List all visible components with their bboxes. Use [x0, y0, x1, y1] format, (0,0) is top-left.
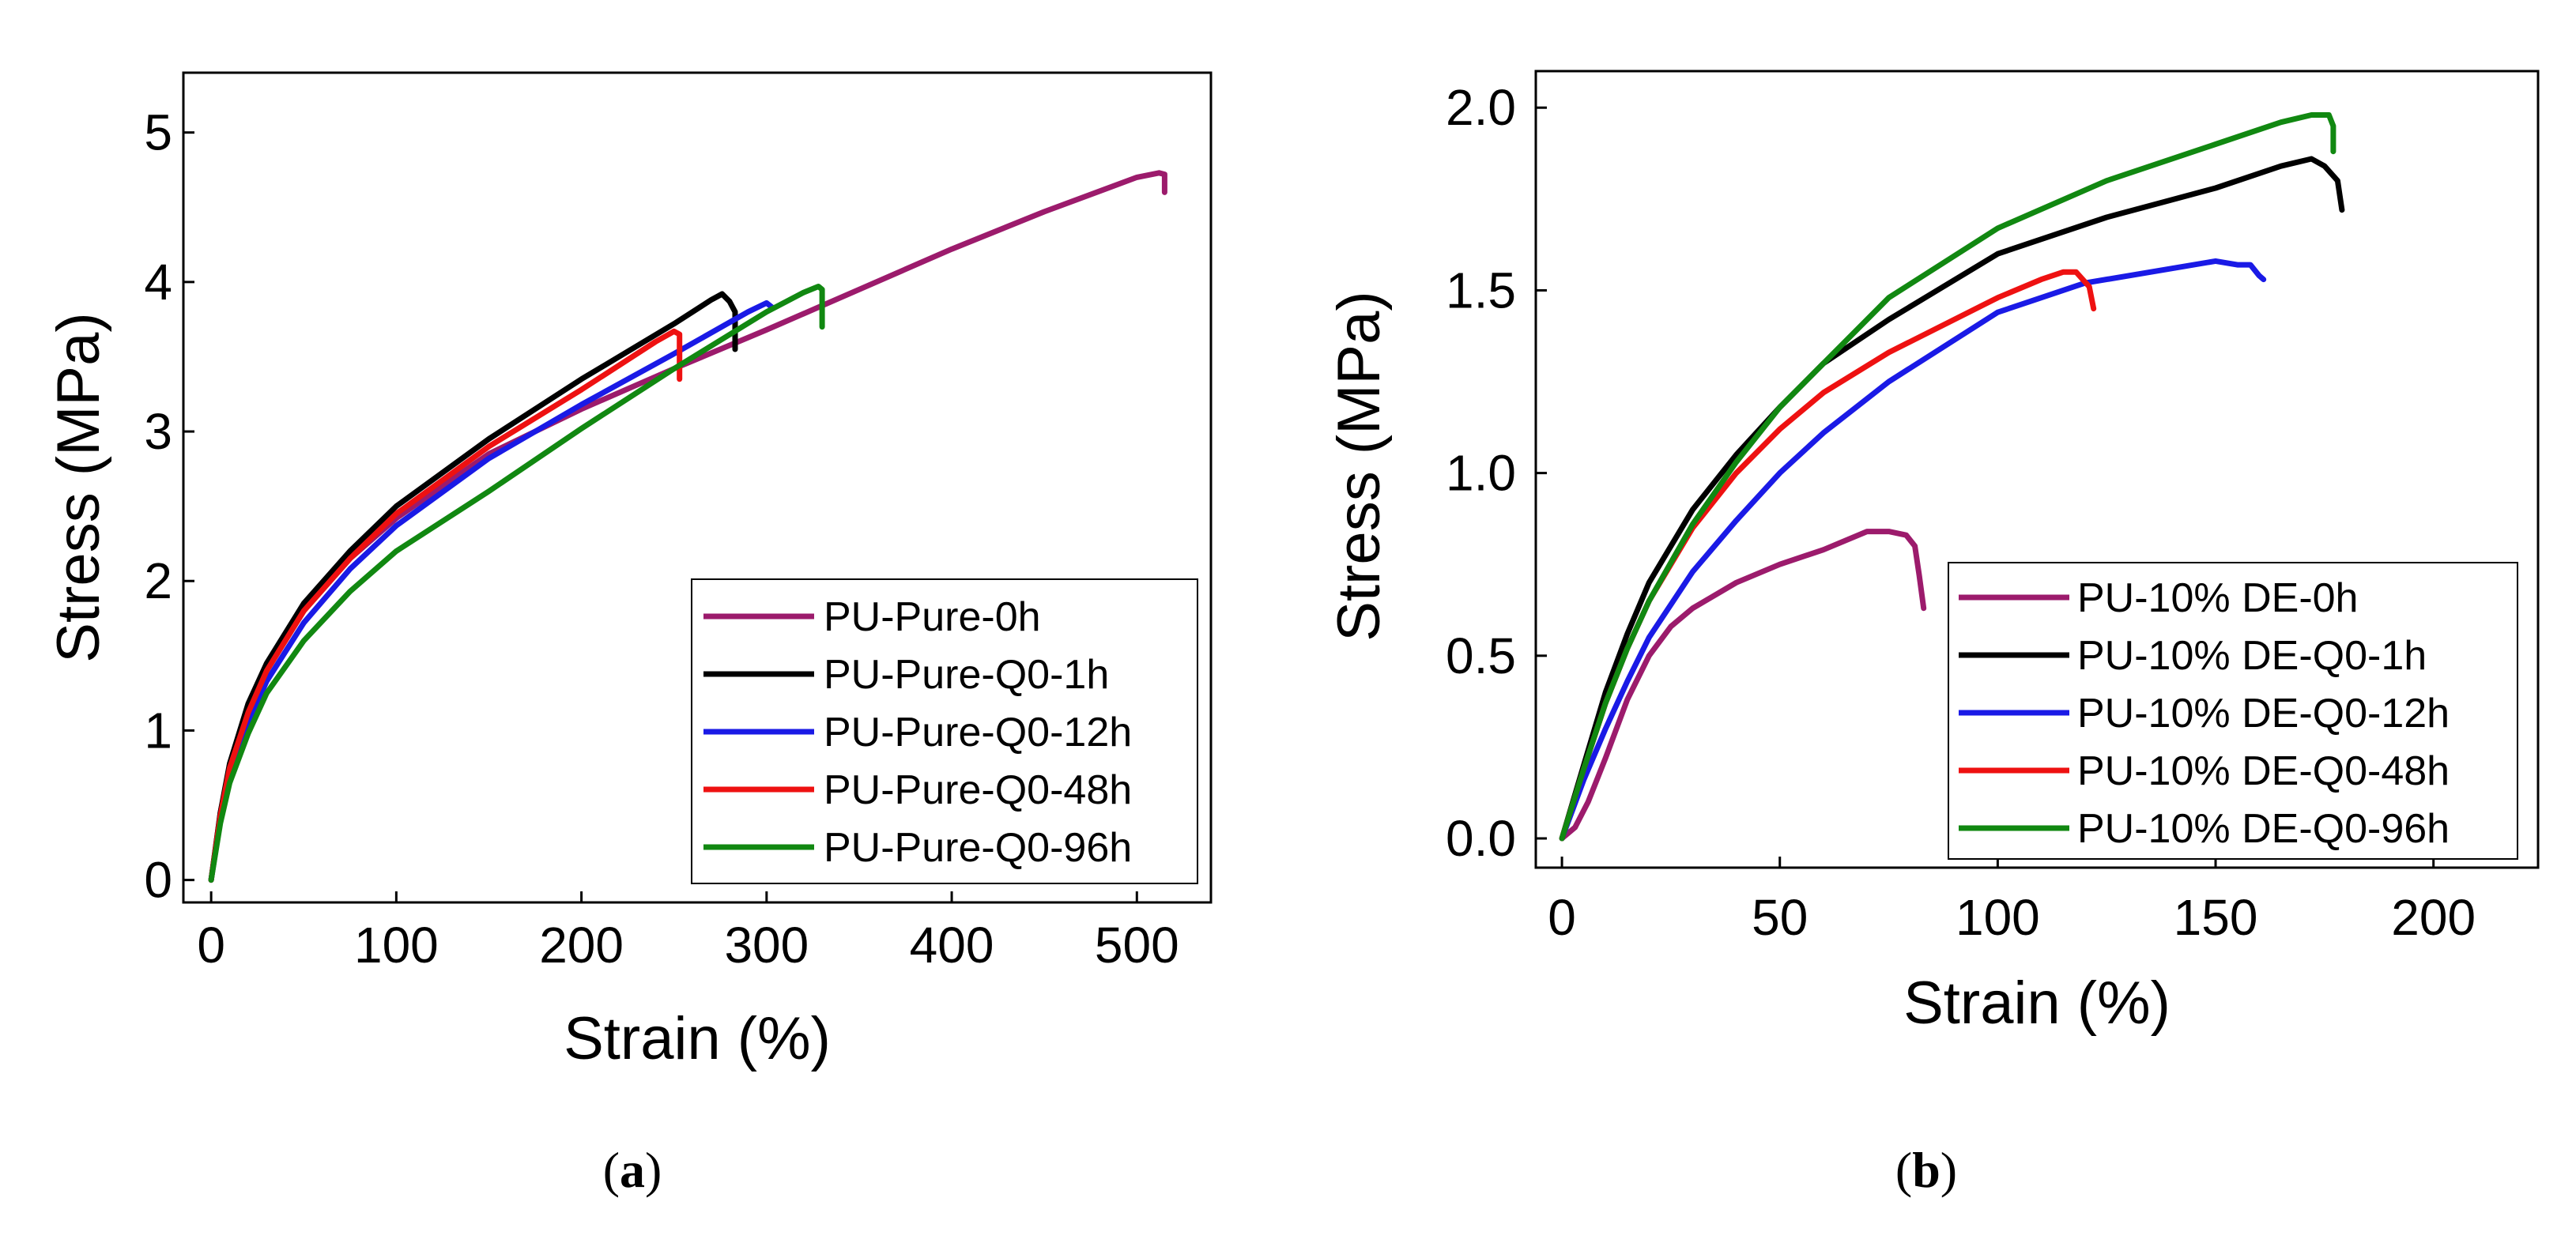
legend-label-a-0: PU-Pure-0h — [824, 594, 1041, 640]
x-tick-label-a-300: 300 — [724, 917, 809, 974]
series-line-a-4 — [208, 284, 825, 883]
y-axis-title-a: Stress (MPa) — [45, 312, 112, 662]
legend-label-b-4: PU-10% DE-Q0-96h — [2077, 806, 2450, 852]
legend-label-a-1: PU-Pure-Q0-1h — [824, 652, 1109, 698]
y-tick-label-a-3: 3 — [144, 403, 172, 460]
y-tick-label-a-2: 2 — [144, 552, 172, 609]
y-tick-label-b-0: 0.0 — [1446, 810, 1516, 867]
subfigure-caption-a: (a) — [603, 1142, 662, 1198]
x-tick-label-b-200: 200 — [2391, 889, 2476, 946]
y-axis-title-b: Stress (MPa) — [1326, 291, 1393, 641]
x-axis-title-a: Strain (%) — [564, 1005, 831, 1072]
legend-label-b-1: PU-10% DE-Q0-1h — [2077, 633, 2427, 679]
subfigure-caption-b: (b) — [1895, 1142, 1957, 1198]
y-tick-label-a-1: 1 — [144, 702, 172, 759]
legend-entries-b: PU-10% DE-0h PU-10% DE-Q0-1h PU-10% DE-Q0-… — [1959, 575, 2450, 852]
series-line-b-2 — [1559, 258, 2267, 842]
x-axis-title-b: Strain (%) — [1903, 970, 2171, 1037]
legend-label-a-4: PU-Pure-Q0-96h — [824, 825, 1132, 871]
plot-frame-a — [182, 71, 1213, 904]
legend-b: PU-10% DE-0h PU-10% DE-Q0-1h PU-10% DE-Q0-… — [1948, 562, 2518, 860]
legend-label-a-3: PU-Pure-Q0-48h — [824, 767, 1132, 813]
y-tick-label-a-4: 4 — [144, 254, 172, 311]
series-line-b-1 — [1559, 156, 2345, 842]
x-tick-label-b-0: 0 — [1548, 889, 1576, 946]
legend-label-a-2: PU-Pure-Q0-12h — [824, 710, 1132, 755]
chart-panel-a: 0 100 200 300 400 500 0 1 2 3 4 5 Strain (%) Stress… — [45, 71, 1213, 1198]
y-tick-label-b-1: 0.5 — [1446, 627, 1516, 684]
chart-panel-b: 0 50 100 150 200 0.0 0.5 1.0 1.5 2.0 Strain (%) S… — [1326, 70, 2540, 1198]
y-tick-label-b-4: 2.0 — [1446, 79, 1516, 136]
x-tick-label-a-100: 100 — [354, 917, 439, 974]
x-tick-label-a-0: 0 — [197, 917, 225, 974]
x-tick-label-b-150: 150 — [2174, 889, 2258, 946]
y-tick-label-b-3: 1.5 — [1446, 262, 1516, 318]
x-tick-label-a-500: 500 — [1095, 917, 1179, 974]
ticks-layer-a: 0 100 200 300 400 500 0 1 2 3 4 5 — [144, 104, 1179, 974]
legend-a: PU-Pure-0h PU-Pure-Q0-1h PU-Pure-Q0-12h PU-… — [691, 578, 1198, 884]
x-tick-label-a-200: 200 — [539, 917, 624, 974]
series-line-b-0 — [1559, 529, 1927, 842]
legend-entries-a: PU-Pure-0h PU-Pure-Q0-1h PU-Pure-Q0-12h PU-… — [703, 594, 1132, 871]
y-tick-label-b-2: 1.0 — [1446, 445, 1516, 502]
ticks-layer-b: 0 50 100 150 200 0.0 0.5 1.0 1.5 2.0 — [1446, 79, 2476, 946]
plot-frame-b — [1534, 70, 2540, 869]
x-tick-label-b-50: 50 — [1752, 889, 1808, 946]
y-tick-label-a-5: 5 — [144, 104, 172, 161]
legend-label-b-3: PU-10% DE-Q0-48h — [2077, 748, 2450, 794]
x-tick-label-b-100: 100 — [1956, 889, 2040, 946]
x-tick-label-a-400: 400 — [910, 917, 994, 974]
legend-label-b-0: PU-10% DE-0h — [2077, 575, 2358, 621]
series-layer-a — [208, 170, 1167, 883]
y-tick-label-a-0: 0 — [144, 852, 172, 909]
series-layer-b — [1559, 112, 2345, 842]
legend-label-b-2: PU-10% DE-Q0-12h — [2077, 691, 2450, 736]
series-line-b-4 — [1559, 112, 2337, 842]
series-line-a-3 — [208, 328, 683, 883]
series-line-a-2 — [208, 299, 775, 883]
